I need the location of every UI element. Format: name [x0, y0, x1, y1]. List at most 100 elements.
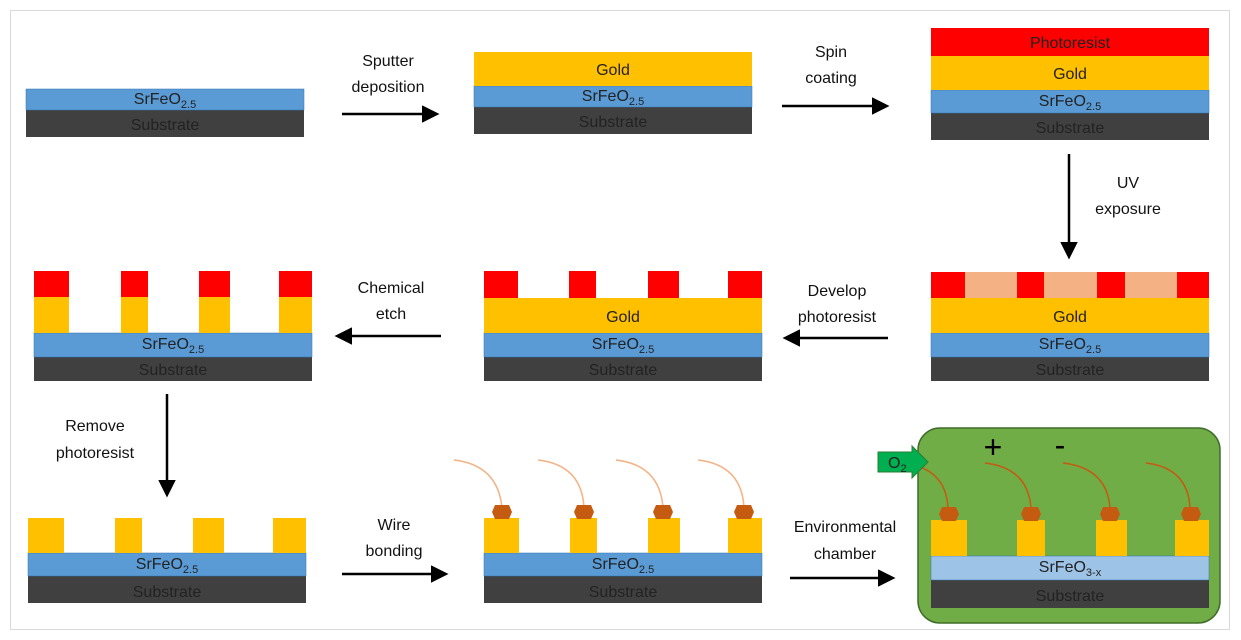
substrate-label: Substrate [133, 584, 202, 601]
stack-3: Photoresist Gold SrFeO2.5 Substrate [930, 28, 1210, 140]
film-label: SrFeO2.5 [592, 336, 654, 356]
resist-block [931, 272, 965, 298]
bond-ball [1181, 507, 1201, 521]
stack-5: Gold SrFeO2.5 Substrate [483, 271, 763, 381]
bond-wire [453, 459, 503, 509]
gold-pad [28, 518, 64, 553]
gold-pad [121, 297, 148, 333]
resist-block [484, 271, 518, 298]
bond-wire [697, 459, 745, 509]
gold-pad [931, 520, 967, 556]
bond-wire [1062, 462, 1111, 509]
resist-block [1097, 272, 1125, 298]
film-label: SrFeO2.5 [592, 556, 654, 576]
photoresist-label: Photoresist [1030, 35, 1111, 52]
step-label-develop: Develop photoresist [798, 283, 877, 326]
film-label: SrFeO2.5 [582, 88, 644, 108]
stack-7: SrFeO2.5 Substrate [27, 518, 307, 603]
substrate-label: Substrate [1036, 588, 1105, 605]
film-layer [930, 332, 1210, 358]
photoresist-layer [931, 28, 1209, 56]
bond-ball [492, 505, 512, 519]
substrate-label: Substrate [589, 362, 658, 379]
resist-block [199, 271, 230, 297]
gold-pad [1175, 520, 1209, 556]
bond-ball [1021, 507, 1041, 521]
gold-layer [931, 56, 1209, 90]
step-label-env: Environmental chamber [794, 519, 896, 563]
gold-pad [648, 518, 680, 553]
gold-pad [728, 518, 762, 553]
gold-label: Gold [606, 309, 640, 326]
step-label-remove: Remove photoresist [56, 418, 135, 462]
stack-4: Gold SrFeO2.5 Substrate [930, 272, 1210, 381]
film-layer [483, 332, 763, 358]
gold-label: Gold [596, 62, 630, 79]
step-label-uv: UV exposure [1095, 175, 1161, 218]
step-label-spin: Spin coating [805, 44, 857, 87]
gold-pad [279, 297, 312, 333]
gold-pad [115, 518, 142, 553]
substrate-layer [34, 357, 312, 381]
step-label-wire: Wire bonding [366, 517, 423, 560]
stack-2: Gold SrFeO2.5 Substrate [473, 52, 753, 134]
gold-layer [474, 52, 752, 86]
substrate-layer [28, 576, 306, 603]
substrate-layer [931, 113, 1209, 140]
substrate-layer [931, 357, 1209, 381]
gold-pad [34, 297, 69, 333]
gold-pad [484, 518, 519, 553]
film-label: SrFeO2.5 [142, 336, 204, 356]
gold-pad [1096, 520, 1127, 556]
bond-ball [1100, 507, 1120, 521]
substrate-layer [484, 357, 762, 381]
gold-layer [484, 298, 762, 333]
reduced-film-label: SrFeO3-x [1039, 559, 1102, 579]
exposed-resist [931, 272, 1209, 298]
stack-9: SrFeO3-x Substrate [902, 462, 1210, 608]
step-label-etch: Chemical etch [358, 280, 425, 323]
resist-block [1177, 272, 1209, 298]
film-label: SrFeO2.5 [136, 556, 198, 576]
substrate-layer [474, 107, 752, 134]
gold-label: Gold [1053, 66, 1087, 83]
gold-pad [199, 297, 230, 333]
resist-block [728, 271, 762, 298]
gold-pad [570, 518, 597, 553]
substrate-layer [484, 576, 762, 603]
positive-terminal: + [984, 429, 1003, 465]
substrate-label: Substrate [131, 117, 200, 134]
substrate-label: Substrate [589, 584, 658, 601]
substrate-label: Substrate [579, 114, 648, 131]
step-label-sputter: Sputter deposition [352, 53, 425, 96]
gold-pad [273, 518, 306, 553]
substrate-layer [931, 580, 1209, 608]
gold-layer [931, 298, 1209, 333]
film-label: SrFeO2.5 [134, 91, 196, 111]
substrate-layer [26, 110, 304, 137]
film-label: SrFeO2.5 [1039, 336, 1101, 356]
gold-label: Gold [1053, 309, 1087, 326]
film-layer [483, 552, 763, 577]
resist-block [648, 271, 679, 298]
bond-wire [984, 462, 1032, 509]
bond-wire [615, 459, 664, 509]
stack-6: SrFeO2.5 Substrate [33, 271, 313, 381]
bond-ball [939, 507, 959, 521]
substrate-label: Substrate [1036, 120, 1105, 137]
oxygen-inflow-arrow [877, 444, 929, 480]
bond-ball [653, 505, 673, 519]
gold-pad [193, 518, 224, 553]
film-layer [27, 552, 307, 577]
substrate-label: Substrate [1036, 362, 1105, 379]
film-label: SrFeO2.5 [1039, 93, 1101, 113]
bond-wire [537, 459, 585, 509]
reduced-film-layer [930, 555, 1210, 581]
bond-wire [1145, 462, 1191, 509]
film-layer [25, 88, 305, 111]
film-layer [33, 332, 313, 358]
resist-block [569, 271, 596, 298]
resist-block [121, 271, 148, 297]
resist-block [279, 271, 312, 297]
